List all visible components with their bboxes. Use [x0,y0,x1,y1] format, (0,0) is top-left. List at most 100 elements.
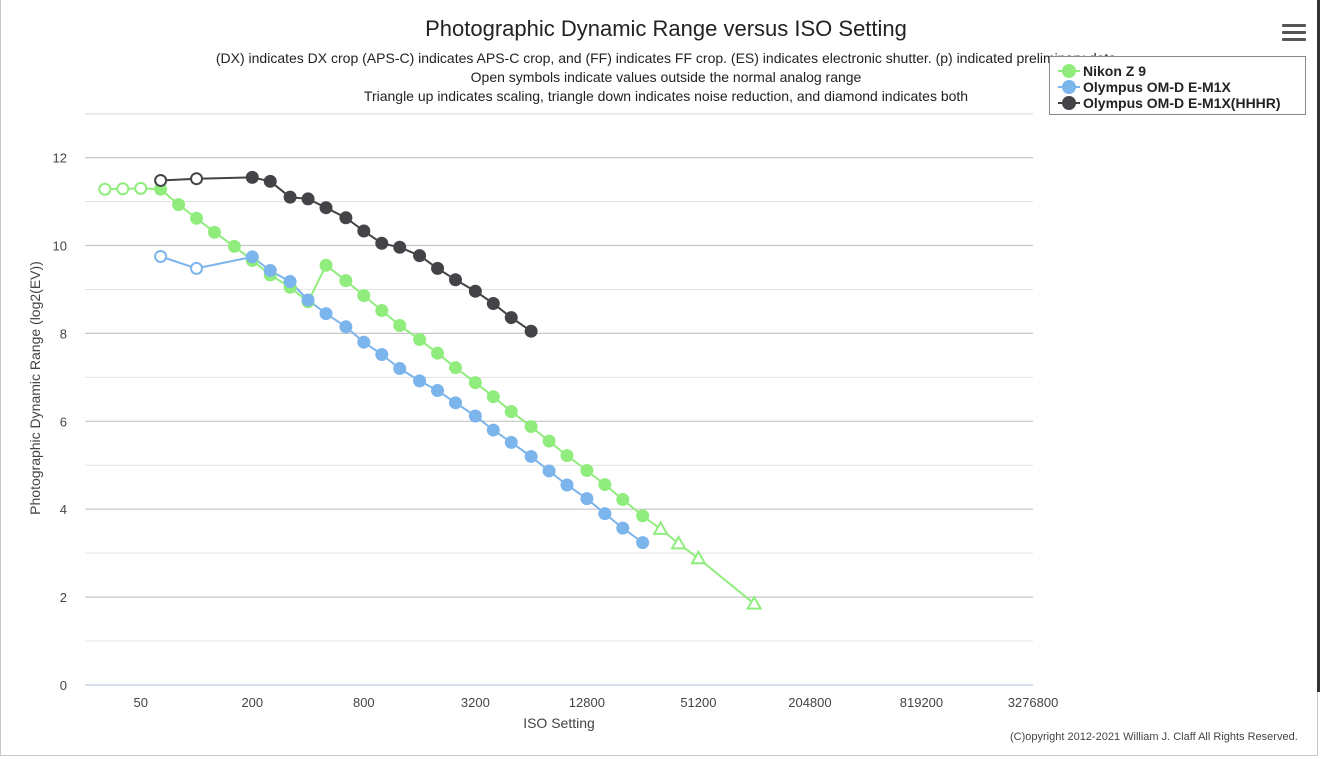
data-point[interactable] [504,311,518,325]
copyright-notice: (C)opyright 2012-2021 William J. Claff A… [1010,731,1298,743]
data-point[interactable] [172,198,186,212]
data-point[interactable] [207,225,221,239]
data-point[interactable] [636,509,650,523]
x-tick-label: 800 [353,695,375,710]
data-point[interactable] [393,362,407,376]
data-point[interactable] [263,264,277,278]
data-point[interactable] [524,449,538,463]
data-point[interactable] [134,181,148,195]
data-point[interactable] [263,174,277,188]
data-point[interactable] [301,293,315,307]
data-point[interactable] [636,536,650,550]
data-point[interactable] [357,335,371,349]
data-point[interactable] [375,347,389,361]
legend-label: Olympus OM-D E-M1X [1083,79,1231,95]
data-point[interactable] [245,170,259,184]
data-point[interactable] [560,478,574,492]
data-point[interactable] [339,211,353,225]
y-axis-label: Photographic Dynamic Range (log2(EV)) [27,261,43,515]
x-tick-label: 200 [241,695,263,710]
data-point[interactable] [190,172,204,186]
data-point[interactable] [319,201,333,215]
data-point[interactable] [116,182,130,196]
x-tick-label: 204800 [788,695,831,710]
data-point[interactable] [339,274,353,288]
data-point[interactable] [393,240,407,254]
data-point[interactable] [468,409,482,423]
data-point[interactable] [227,239,241,253]
series-line-nikon-z-9 [104,187,755,605]
series-line-olympus-om-d-e-m1x-hhhr [160,176,532,333]
data-point[interactable] [413,374,427,388]
data-point[interactable] [468,284,482,298]
legend-symbol-icon [1058,80,1080,94]
legend-item-olympus-em1x-hhhr[interactable]: Olympus OM-D E-M1X(HHHR) [1058,95,1281,111]
data-point[interactable] [504,435,518,449]
data-point[interactable] [524,420,538,434]
data-point[interactable] [448,273,462,287]
data-point[interactable] [190,211,204,225]
data-point[interactable] [301,192,315,206]
data-point[interactable] [283,190,297,204]
data-point[interactable] [413,249,427,263]
data-point[interactable] [431,384,445,398]
x-tick-label: 3276800 [1008,695,1059,710]
data-point[interactable] [486,390,500,404]
data-point[interactable] [319,307,333,321]
data-point[interactable] [448,396,462,410]
y-tick-label: 8 [60,326,67,341]
x-tick-label: 12800 [569,695,605,710]
data-point[interactable] [431,346,445,360]
data-point[interactable] [319,258,333,272]
legend: Nikon Z 9 Olympus OM-D E-M1X Olympus OM-… [1049,56,1306,115]
x-axis-label: ISO Setting [523,715,595,731]
data-point[interactable] [154,173,168,187]
data-point[interactable] [670,534,687,550]
data-point[interactable] [542,434,556,448]
chart-subtitle-line-3: Triangle up indicates scaling, triangle … [363,88,969,104]
y-tick-label: 2 [60,590,67,605]
data-point[interactable] [154,249,168,263]
y-tick-label: 10 [53,239,67,254]
data-point[interactable] [504,405,518,419]
data-point[interactable] [283,275,297,289]
x-tick-label: 3200 [461,695,490,710]
data-point[interactable] [245,250,259,264]
data-point[interactable] [190,261,204,275]
y-tick-label: 0 [60,678,67,693]
data-point[interactable] [448,361,462,375]
data-point[interactable] [690,549,707,565]
chart-title: Photographic Dynamic Range versus ISO Se… [425,16,907,41]
data-point[interactable] [468,376,482,390]
data-point[interactable] [486,297,500,311]
data-point[interactable] [524,324,538,338]
data-point[interactable] [580,492,594,506]
x-tick-label: 50 [134,695,148,710]
data-point[interactable] [598,478,612,492]
data-point[interactable] [431,261,445,275]
data-point[interactable] [652,520,669,535]
legend-item-nikon-z9[interactable]: Nikon Z 9 [1058,63,1146,79]
data-point[interactable] [616,493,630,507]
series-line-olympus-om-d-e-m1x [160,255,644,544]
data-point[interactable] [616,521,630,535]
data-point[interactable] [580,464,594,478]
data-point[interactable] [560,449,574,463]
data-point[interactable] [98,182,112,196]
data-point[interactable] [393,318,407,332]
data-point[interactable] [413,333,427,347]
hamburger-menu-icon[interactable] [1282,24,1306,46]
data-point[interactable] [486,423,500,437]
scrollbar-edge [1317,0,1320,692]
data-point[interactable] [375,304,389,318]
legend-label: Olympus OM-D E-M1X(HHHR) [1083,95,1281,111]
data-point[interactable] [598,507,612,521]
y-tick-label: 12 [53,151,67,166]
data-point[interactable] [357,224,371,238]
data-point[interactable] [542,464,556,478]
legend-item-olympus-em1x[interactable]: Olympus OM-D E-M1X [1058,79,1231,95]
data-point[interactable] [745,595,763,610]
data-point[interactable] [357,289,371,303]
data-point[interactable] [375,236,389,250]
data-point[interactable] [339,320,353,334]
